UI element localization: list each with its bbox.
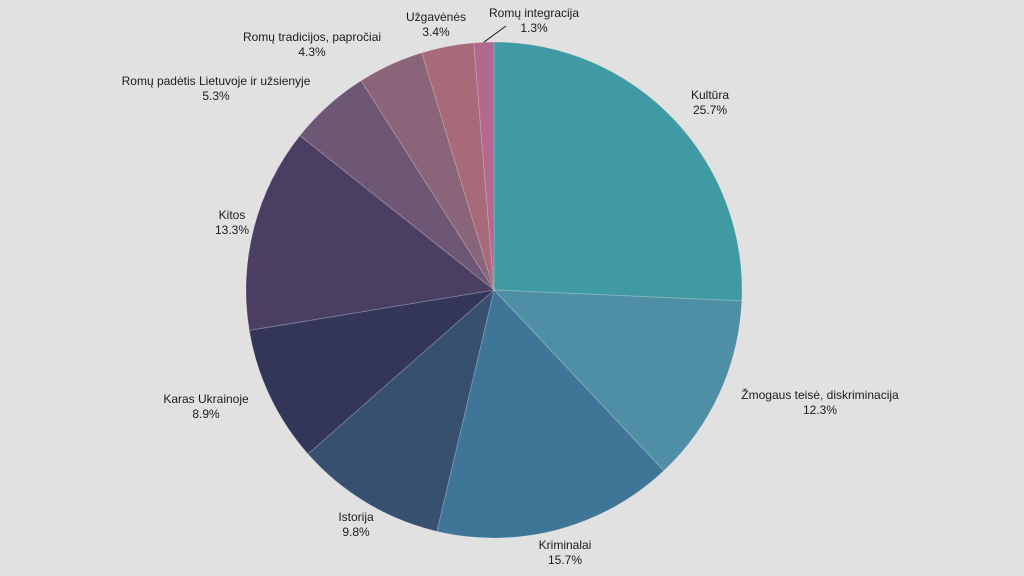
slice-label: Kriminalai 15.7% [539, 538, 592, 568]
slice-label-name: Istorija [338, 510, 374, 524]
slice-label-name: Žmogaus teisė, diskriminacija [741, 388, 899, 402]
slice-label-name: Kitos [218, 208, 246, 222]
slice-label-value: 15.7% [547, 553, 583, 567]
pie-slice [299, 79, 495, 291]
slice-label-name: Romų padėtis Lietuvoje ir užsienyje [121, 74, 311, 88]
pie-slice [245, 134, 496, 331]
slice-label-value: 3.4% [422, 25, 450, 39]
slice-label-value: 9.8% [342, 525, 370, 539]
pie-slice [360, 52, 495, 291]
slice-label-value: 5.3% [202, 89, 230, 103]
pie-slice [436, 288, 665, 539]
slice-label-name: Kriminalai [538, 538, 592, 552]
slice-label-value: 1.3% [520, 21, 548, 35]
slice-label-name: Kultūra [690, 88, 730, 102]
slice-label-name: Karas Ukrainoje [163, 392, 249, 406]
pie-slice [493, 41, 743, 302]
slice-label-value: 4.3% [298, 45, 326, 59]
slice-label: Užgavėnės 3.4% [406, 10, 466, 40]
slice-label-name: Romų tradicijos, papročiai [242, 30, 382, 44]
slice-label: Žmogaus teisė, diskriminacija 12.3% [741, 388, 898, 418]
slice-label-value: 25.7% [692, 103, 728, 117]
slice-label: Karas Ukrainoje 8.9% [163, 392, 248, 422]
slice-label-value: 13.3% [214, 223, 250, 237]
slice-label: Romų padėtis Lietuvoje ir užsienyje 5.3% [122, 74, 311, 104]
pie-slice [421, 42, 495, 291]
slice-label-value: 8.9% [192, 407, 220, 421]
slice-label: Romų integracija 1.3% [489, 6, 579, 36]
slice-label-name: Užgavėnės [405, 10, 467, 24]
slice-label: Kitos 13.3% [215, 208, 249, 238]
slice-label: Istorija 9.8% [338, 510, 373, 540]
slice-label-name: Romų integracija [488, 6, 580, 20]
pie-slice [248, 289, 496, 455]
pie-slice [307, 288, 495, 532]
pie-slice [492, 289, 743, 472]
slice-label: Romų tradicijos, papročiai 4.3% [243, 30, 381, 60]
slice-label-value: 12.3% [802, 403, 838, 417]
slice-label: Kultūra 25.7% [691, 88, 729, 118]
